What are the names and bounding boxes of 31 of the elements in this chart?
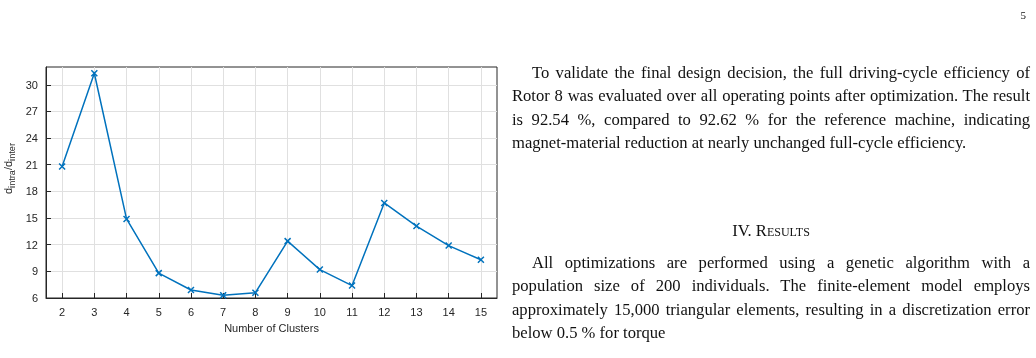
point <box>251 288 260 297</box>
x-tick-label: 6 <box>187 305 195 318</box>
y-tick-label: 21 <box>25 158 38 171</box>
text: All optimizations are performed using a genetic algorithm with a population size of 200 individuals. The finite-element model employs approximately 15,000 triangular elements, resulting in a discretization error below 0.5 % for torque <box>512 252 1030 345</box>
x-tick-label: 3 <box>91 305 98 318</box>
x-tick-label: 15 <box>474 305 488 318</box>
y-tick-label: 27 <box>25 105 38 118</box>
y-tick-label: 15 <box>25 212 38 225</box>
x-tick-label: 14 <box>442 305 455 318</box>
y-tick-label: 12 <box>25 238 38 251</box>
x-tick-label: 7 <box>220 305 227 318</box>
x-tick-label: 4 <box>123 305 130 318</box>
y-tick-label: 18 <box>25 185 38 198</box>
point <box>187 286 195 294</box>
x-tick-label: 12 <box>378 305 391 318</box>
x-tick-label: 2 <box>59 305 66 318</box>
text: 5 <box>1020 8 1026 23</box>
point <box>219 291 227 300</box>
text: To validate the final design decision, the full driving-cycle efficiency of Rotor 8 was evaluated over all operating points after optimization. The result is 92.54 %, compared to 92.62 % for the reference machine, indicating magnet-material reduction at nearly unchanged full-cycle efficiency. <box>512 62 1030 155</box>
x-tick-label: 13 <box>410 305 423 318</box>
y-tick-label: 6 <box>31 292 38 304</box>
x-tick-label: 9 <box>284 305 291 318</box>
y-tick-label: 24 <box>25 132 38 145</box>
y-tick-label: 30 <box>25 78 38 91</box>
text: IV. Results <box>731 220 811 242</box>
x-tick-label: 5 <box>155 305 162 318</box>
x-tick-label: 11 <box>346 305 358 318</box>
y-tick-label: 9 <box>31 265 38 278</box>
x-axis-title: Number of Clusters <box>224 321 320 334</box>
x-tick-label: 10 <box>313 305 326 318</box>
x-tick-label: 8 <box>252 305 259 318</box>
